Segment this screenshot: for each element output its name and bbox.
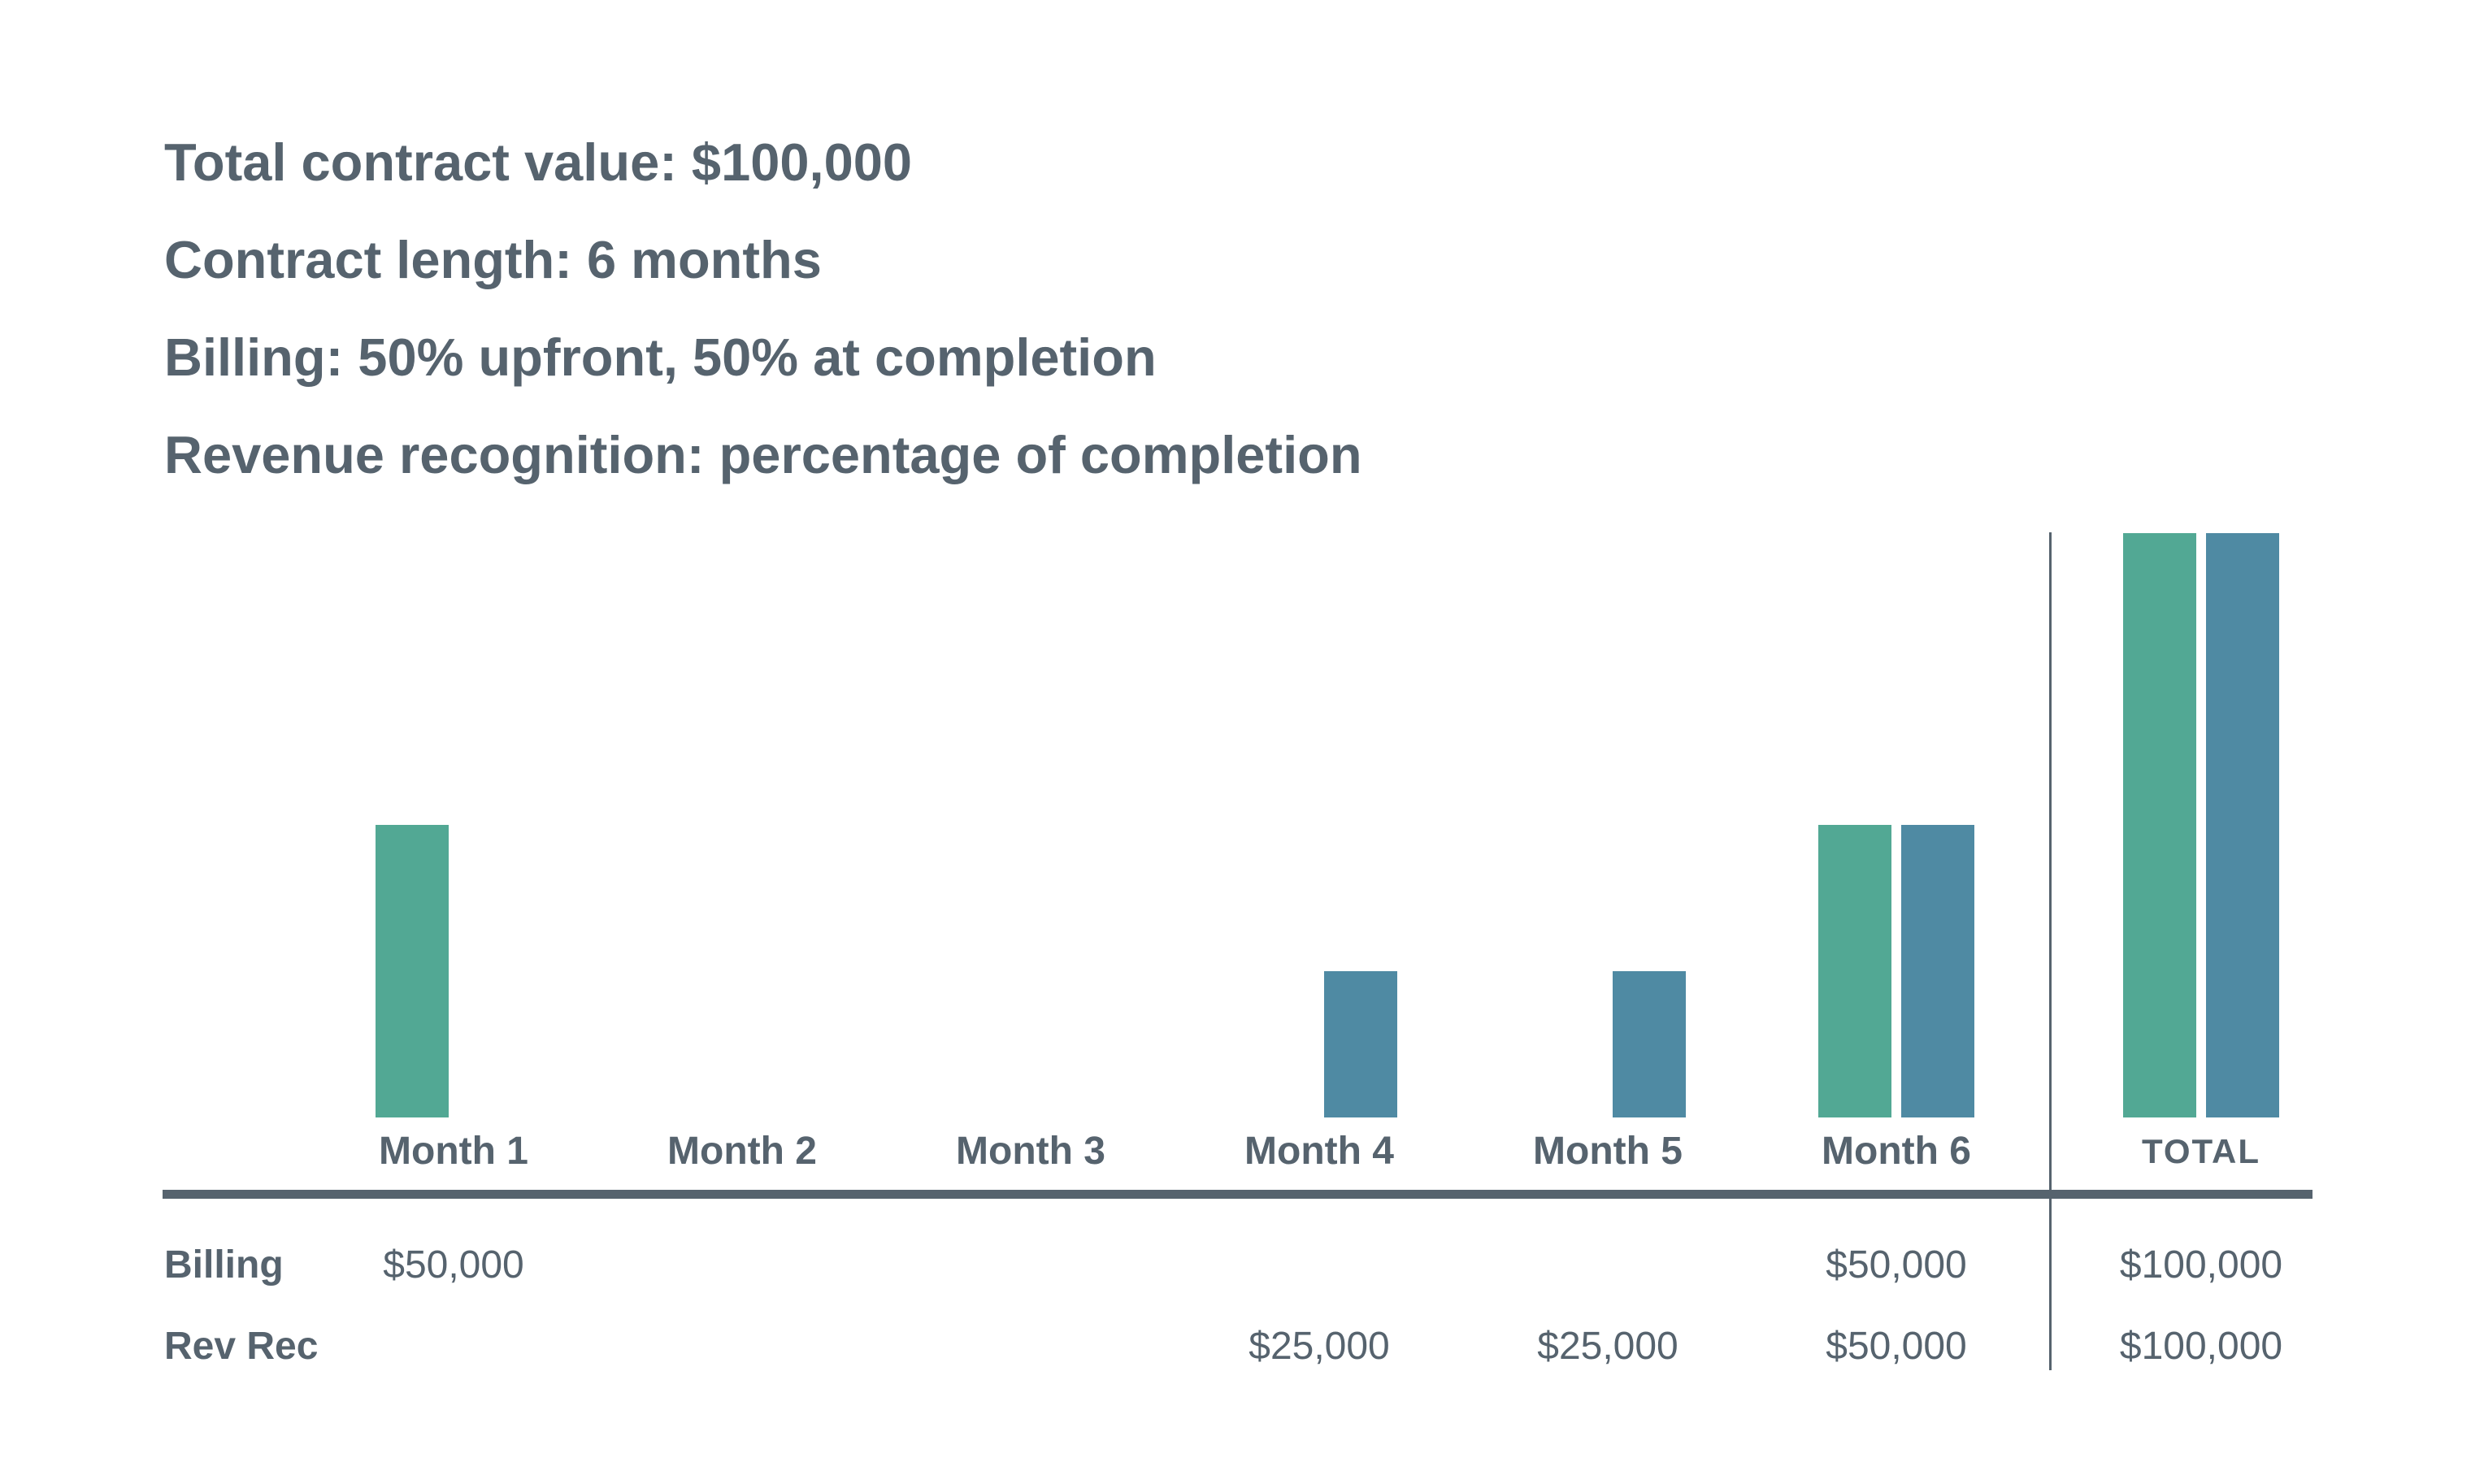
bar-billing-month-6 xyxy=(1818,825,1891,1117)
axis-label-month-2: Month 2 xyxy=(667,1130,817,1173)
bar-rev-rec-month-5 xyxy=(1613,971,1686,1117)
cell-billing-month-6: $50,000 xyxy=(1826,1243,1967,1287)
contract-summary: Total contract value: $100,000 Contract … xyxy=(164,114,1362,504)
bar-rev-rec-total xyxy=(2206,533,2279,1117)
bar-rev-rec-month-4 xyxy=(1324,971,1397,1117)
cell-rev-rec-total: $100,000 xyxy=(2119,1325,2283,1368)
axis-label-month-1: Month 1 xyxy=(379,1130,528,1173)
table-top-rule xyxy=(163,1190,2312,1199)
axis-label-total: TOTAL xyxy=(2141,1132,2261,1170)
axis-label-month-3: Month 3 xyxy=(956,1130,1105,1173)
header-line-total-contract-value: Total contract value: $100,000 xyxy=(164,132,913,192)
cell-rev-rec-month-4: $25,000 xyxy=(1249,1325,1390,1368)
header-line-billing-terms: Billing: 50% upfront, 50% at completion xyxy=(164,328,1157,387)
header-line-contract-length: Contract length: 6 months xyxy=(164,230,822,289)
total-divider-line xyxy=(2049,532,2052,1370)
cell-rev-rec-month-5: $25,000 xyxy=(1537,1325,1678,1368)
cell-billing-month-1: $50,000 xyxy=(383,1243,524,1287)
axis-label-month-5: Month 5 xyxy=(1533,1130,1683,1173)
row-label-billing: Billing xyxy=(164,1243,284,1287)
axis-label-month-4: Month 4 xyxy=(1244,1130,1394,1173)
bar-rev-rec-month-6 xyxy=(1901,825,1974,1117)
row-label-rev-rec: Rev Rec xyxy=(164,1325,319,1368)
cell-rev-rec-month-6: $50,000 xyxy=(1826,1325,1967,1368)
cell-billing-total: $100,000 xyxy=(2119,1243,2283,1287)
axis-label-month-6: Month 6 xyxy=(1822,1130,1971,1173)
bar-billing-month-1 xyxy=(376,825,449,1117)
header-line-revenue-recognition: Revenue recognition: percentage of compl… xyxy=(164,425,1362,484)
bar-billing-total xyxy=(2123,533,2196,1117)
